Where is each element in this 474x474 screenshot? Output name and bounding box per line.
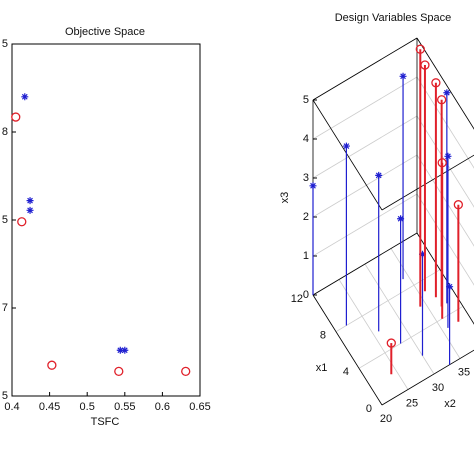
box-edge xyxy=(416,37,474,130)
box-edge xyxy=(381,154,474,211)
grid-line xyxy=(312,193,418,257)
z-tick-label: 4 xyxy=(303,133,309,145)
z-tick-label: 2 xyxy=(303,211,309,223)
circle-marker xyxy=(114,366,124,377)
star-marker xyxy=(21,93,29,101)
star-marker xyxy=(399,72,407,80)
x-tick-label: 0.45 xyxy=(39,401,60,413)
circle-marker xyxy=(415,44,425,54)
circle-marker xyxy=(453,200,464,210)
y-tick-label: 7 xyxy=(2,302,8,314)
x1-tick-label: 4 xyxy=(343,366,349,378)
star-marker xyxy=(342,142,350,150)
x-tick-label: 0.5 xyxy=(80,401,95,413)
star-marker xyxy=(446,283,454,291)
y-tick-label: 8 xyxy=(2,126,8,138)
x-tick-label: 0.65 xyxy=(189,401,210,413)
grid-line xyxy=(416,193,474,286)
grid-line xyxy=(416,115,474,208)
left-title: Objective Space xyxy=(65,26,145,38)
x2-tick-label: 20 xyxy=(380,413,392,425)
grid-line xyxy=(312,154,418,218)
x2-axis-label: x2 xyxy=(444,398,456,410)
left-x-label: TSFC xyxy=(91,416,120,428)
y-tick-label: 5 xyxy=(2,390,8,402)
box-edge xyxy=(312,99,383,211)
circle-marker xyxy=(17,217,27,227)
box-edge xyxy=(312,294,383,406)
star-marker xyxy=(26,197,34,205)
circle-marker xyxy=(386,338,396,348)
grid-line xyxy=(338,279,409,390)
right-title: Design Variables Space xyxy=(335,12,452,24)
x-tick-label: 0.4 xyxy=(4,401,19,413)
z-axis-label: x3 xyxy=(279,192,291,204)
x2-tick-label: 30 xyxy=(432,382,444,394)
circle-marker xyxy=(437,158,447,168)
grid-line xyxy=(312,76,418,140)
z-tick-label: 5 xyxy=(303,94,309,106)
box-edge xyxy=(312,37,418,101)
star-marker xyxy=(26,206,34,214)
star-marker xyxy=(309,182,317,190)
z-tick-label: 1 xyxy=(303,250,309,262)
star-marker xyxy=(419,250,426,258)
x1-tick-label: 0 xyxy=(366,403,372,415)
x-tick-label: 0.55 xyxy=(114,401,135,413)
grid-line xyxy=(416,154,474,247)
circle-marker xyxy=(420,60,430,70)
grid-line xyxy=(312,115,418,179)
box-edge xyxy=(381,349,474,406)
z-tick-label: 3 xyxy=(303,172,309,184)
y-tick-label: 5 xyxy=(2,214,8,226)
star-marker xyxy=(443,89,451,97)
y-tick-label: 5 xyxy=(2,38,8,50)
grid-line xyxy=(416,76,474,169)
circle-marker xyxy=(431,78,441,88)
circle-marker xyxy=(11,112,21,122)
x2-tick-label: 25 xyxy=(406,397,418,409)
star-marker xyxy=(397,215,405,223)
x-tick-label: 0.6 xyxy=(155,401,170,413)
box-edge xyxy=(312,232,418,296)
x1-tick-label: 8 xyxy=(320,330,326,342)
circle-marker xyxy=(181,366,191,377)
star-marker xyxy=(375,171,383,179)
z-tick-label: 0 xyxy=(303,289,309,301)
star-marker xyxy=(116,346,124,354)
circle-marker xyxy=(47,360,57,370)
x1-axis-label: x1 xyxy=(316,362,328,374)
x2-tick-label: 35 xyxy=(458,366,470,378)
star-marker xyxy=(444,152,452,160)
circle-marker xyxy=(436,95,447,105)
star-marker xyxy=(121,346,129,354)
x1-tick-label: 12 xyxy=(291,293,303,305)
